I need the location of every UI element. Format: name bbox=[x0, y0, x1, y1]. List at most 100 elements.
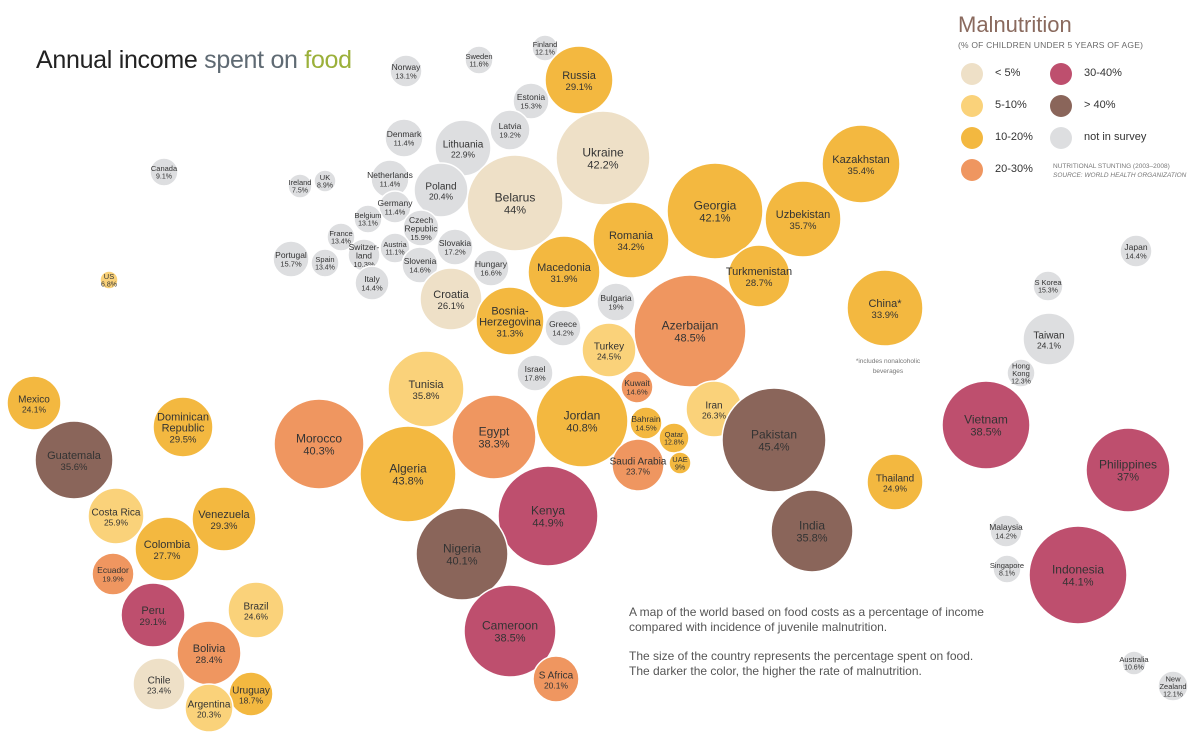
country-value: 44.1% bbox=[1062, 577, 1093, 589]
country-bubble bbox=[821, 124, 901, 204]
country-value: 35.8% bbox=[796, 533, 827, 545]
country-value: 31.3% bbox=[497, 329, 524, 340]
country-name: Bahrain bbox=[631, 414, 661, 424]
country-value: 40.8% bbox=[566, 423, 597, 435]
country-bubble bbox=[592, 201, 670, 279]
country-bubble bbox=[313, 169, 337, 193]
legend-swatch bbox=[961, 95, 983, 117]
source-line-1: NUTRITIONAL STUNTING (2003–2008) bbox=[1053, 163, 1170, 170]
country-value: 13.4% bbox=[331, 239, 351, 246]
country-value: 27.7% bbox=[154, 551, 181, 562]
title-part-1: Annual income bbox=[36, 46, 198, 74]
country-value: 40.3% bbox=[303, 446, 334, 458]
country-bubble bbox=[989, 514, 1023, 548]
country-name: Portugal bbox=[275, 250, 307, 260]
country-name: Saudi Arabia bbox=[610, 456, 667, 467]
legend-subtitle: (% OF CHILDREN UNDER 5 YEARS OF AGE) bbox=[958, 40, 1144, 50]
country-name: Qatar bbox=[665, 430, 684, 439]
country-name: Estonia bbox=[517, 92, 546, 102]
description-paragraph-2: The size of the country represents the p… bbox=[629, 649, 984, 679]
country-bubble bbox=[419, 267, 483, 331]
country-bubble bbox=[629, 406, 663, 440]
country-name: Turkmenistan bbox=[726, 266, 792, 278]
country-bubble bbox=[415, 507, 509, 601]
country-name: Republic bbox=[162, 423, 205, 435]
country-bubble bbox=[310, 248, 340, 278]
country-value: 33.9% bbox=[872, 310, 899, 321]
country-value: 9% bbox=[675, 465, 685, 472]
country-bubble bbox=[451, 394, 537, 480]
country-value: 35.6% bbox=[61, 462, 88, 473]
country-value: 35.7% bbox=[790, 221, 817, 232]
country-name: UAE bbox=[672, 455, 687, 464]
country-value: 19% bbox=[608, 303, 623, 312]
country-value: 17.2% bbox=[444, 248, 466, 257]
legend-swatch bbox=[961, 127, 983, 149]
country-value: 25.9% bbox=[104, 517, 129, 527]
country-bubble bbox=[581, 322, 637, 378]
country-value: 8.1% bbox=[999, 571, 1015, 578]
country-value: 19.2% bbox=[499, 131, 521, 140]
country-value: 12.1% bbox=[535, 50, 555, 57]
country-value: 29.3% bbox=[211, 521, 238, 532]
country-bubble bbox=[1085, 427, 1171, 513]
country-bubble bbox=[354, 265, 390, 301]
country-value: 15.9% bbox=[410, 233, 432, 242]
country-name: Kenya bbox=[531, 504, 565, 518]
country-name: Thailand bbox=[876, 473, 914, 484]
country-value: 13.1% bbox=[358, 221, 378, 228]
country-value: 18.7% bbox=[239, 695, 264, 705]
country-name: Greece bbox=[549, 319, 577, 329]
country-name: US bbox=[104, 272, 114, 281]
country-name: India bbox=[799, 519, 825, 533]
country-name: Bolivia bbox=[193, 643, 226, 655]
country-name: Egypt bbox=[479, 425, 510, 439]
country-bubble bbox=[463, 584, 557, 678]
country-name: Argentina bbox=[188, 699, 231, 710]
country-value: 11.6% bbox=[469, 62, 488, 69]
desc-p1-line2: compared with incidence of juvenile maln… bbox=[629, 620, 888, 634]
legend-swatch bbox=[1050, 95, 1072, 117]
country-bubble bbox=[866, 453, 924, 511]
country-value: 11.4% bbox=[394, 139, 415, 148]
country-bubble bbox=[87, 487, 145, 545]
country-bubble bbox=[402, 209, 440, 247]
country-name: Hungary bbox=[475, 259, 508, 269]
country-bubble bbox=[1121, 650, 1147, 676]
country-value: 14.4% bbox=[361, 284, 383, 293]
country-value: 28.7% bbox=[746, 278, 773, 289]
country-bubble bbox=[191, 486, 257, 552]
country-value: 44.9% bbox=[532, 518, 563, 530]
country-name: Latvia bbox=[499, 121, 522, 131]
country-value: 14.4% bbox=[1125, 252, 1147, 261]
country-name: Poland bbox=[425, 181, 456, 192]
country-bubble bbox=[184, 683, 234, 733]
country-bubble bbox=[666, 162, 764, 260]
country-bubble bbox=[120, 582, 186, 648]
